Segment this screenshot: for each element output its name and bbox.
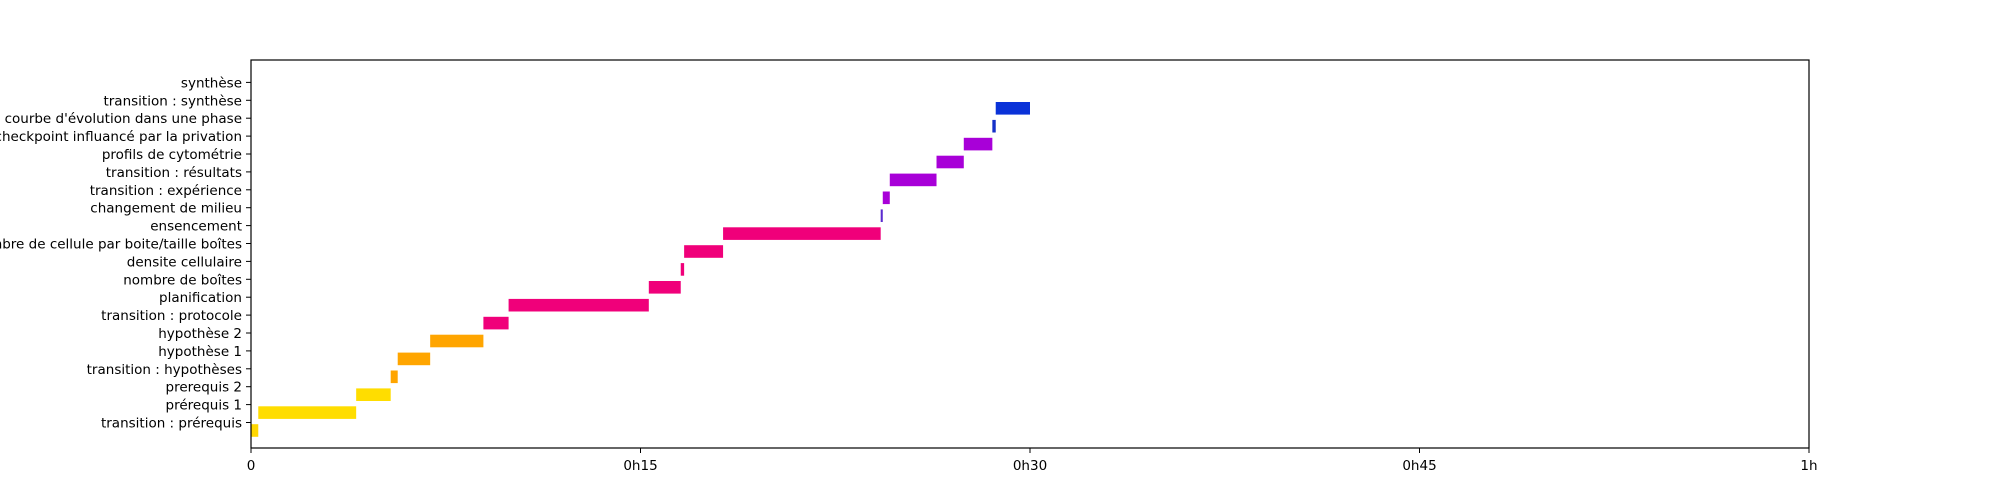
task-bar bbox=[963, 137, 993, 151]
task-bar bbox=[882, 191, 890, 205]
y-tick-label: transition : protocole bbox=[101, 308, 242, 324]
y-tick-label: profils de cytométrie bbox=[102, 147, 242, 163]
y-tick-label: nombre de cellule par boite/taille boîte… bbox=[0, 237, 242, 253]
y-tick-label: ensencement bbox=[150, 219, 242, 235]
task-bar bbox=[390, 370, 398, 384]
task-bar bbox=[723, 227, 881, 240]
task-bar bbox=[936, 155, 964, 169]
y-tick-label: prérequis 1 bbox=[166, 398, 242, 414]
task-bar bbox=[483, 316, 509, 330]
task-bar bbox=[397, 352, 431, 366]
task-bar bbox=[995, 102, 1030, 115]
task-bar bbox=[430, 334, 484, 348]
y-tick-label: transition : prérequis bbox=[101, 416, 242, 432]
x-tick-label: 0h45 bbox=[1402, 458, 1436, 474]
task-bar bbox=[889, 173, 937, 187]
x-axis: 0 0h15 0h30 0h45 1h bbox=[247, 448, 1818, 474]
y-tick-label: checkpoint influancé par la privation bbox=[0, 129, 242, 145]
y-axis: transition : prérequis prérequis 1 prerequ… bbox=[0, 75, 251, 432]
y-tick-label: prerequis 2 bbox=[166, 380, 242, 396]
y-tick-label: planification bbox=[159, 290, 242, 306]
plot-frame bbox=[250, 59, 1810, 449]
x-tick-label: 0h30 bbox=[1013, 458, 1047, 474]
y-tick-label: changement de milieu bbox=[90, 201, 242, 217]
task-bar bbox=[251, 424, 259, 437]
y-tick-label: nombre de boîtes bbox=[123, 272, 242, 288]
y-tick-label: hypothèse 2 bbox=[158, 326, 242, 342]
y-tick-label: densite cellulaire bbox=[127, 254, 242, 270]
y-tick-label: transition : synthèse bbox=[103, 93, 242, 109]
bars-layer bbox=[251, 102, 1030, 437]
task-bar bbox=[992, 119, 996, 133]
y-tick-label: hypothèse 1 bbox=[158, 344, 242, 360]
task-bar bbox=[684, 245, 724, 258]
y-tick-label: courbe d'évolution dans une phase bbox=[5, 111, 242, 127]
task-bar bbox=[508, 298, 649, 312]
y-tick-label: transition : résultats bbox=[106, 165, 242, 181]
task-bar bbox=[356, 388, 391, 401]
x-tick-label: 1h bbox=[1800, 458, 1817, 474]
x-tick-label: 0h15 bbox=[623, 458, 657, 474]
task-bar bbox=[880, 209, 883, 222]
y-tick-label: synthèse bbox=[181, 75, 242, 91]
task-bar bbox=[680, 263, 685, 276]
x-tick-label: 0 bbox=[247, 458, 256, 474]
task-bar bbox=[258, 406, 357, 419]
task-bar bbox=[648, 281, 681, 294]
y-tick-label: transition : expérience bbox=[90, 183, 242, 199]
y-tick-label: transition : hypothèses bbox=[87, 362, 242, 378]
